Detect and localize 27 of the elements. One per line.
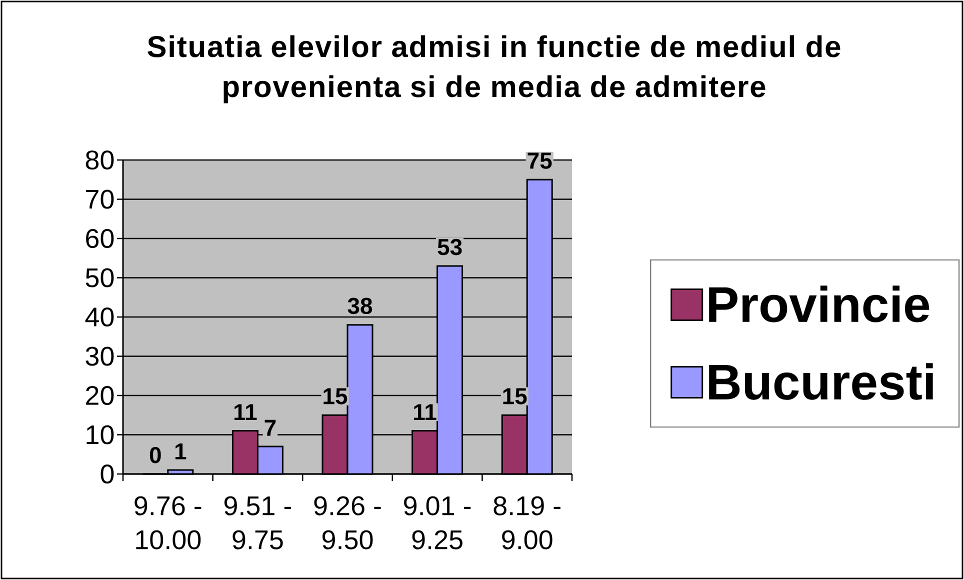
y-tick-label: 30 xyxy=(86,346,114,366)
y-tick-label: 70 xyxy=(86,190,114,209)
data-label: 1 xyxy=(175,443,186,460)
x-tick-label: 9.26 - 9.50 xyxy=(314,496,381,550)
y-tick-label: 20 xyxy=(86,386,114,406)
x-tick-label: 8.19 - 9.00 xyxy=(494,496,560,550)
legend-label: Provincie xyxy=(709,286,930,322)
x-tick-label: 9.51 - 9.75 xyxy=(224,496,291,550)
x-tick-label: 9.01 - 9.25 xyxy=(404,496,471,550)
y-tick-label: 60 xyxy=(86,228,114,248)
data-label: 38 xyxy=(348,298,372,314)
chart-title: Situatia elevilor admisi in functie de mediul de provenienta si de media de admitere xyxy=(148,35,840,104)
y-tick-label: 10 xyxy=(86,425,114,444)
data-label: 11 xyxy=(234,404,257,420)
data-label: 53 xyxy=(438,238,462,256)
data-label: 75 xyxy=(528,152,552,169)
data-label: 0 xyxy=(150,446,161,464)
y-tick-label: 80 xyxy=(86,150,114,170)
data-label: 11 xyxy=(414,404,436,420)
data-label: 15 xyxy=(503,388,527,404)
data-label: 15 xyxy=(324,388,348,404)
y-tick-label: 50 xyxy=(86,268,114,288)
y-tick-label: 0 xyxy=(100,464,114,484)
y-tick-label: 40 xyxy=(85,307,114,327)
legend-label: Bucuresti xyxy=(709,363,933,400)
x-tick-label: 9.76 - 10.00 xyxy=(134,496,202,550)
data-label: 7 xyxy=(264,420,276,436)
